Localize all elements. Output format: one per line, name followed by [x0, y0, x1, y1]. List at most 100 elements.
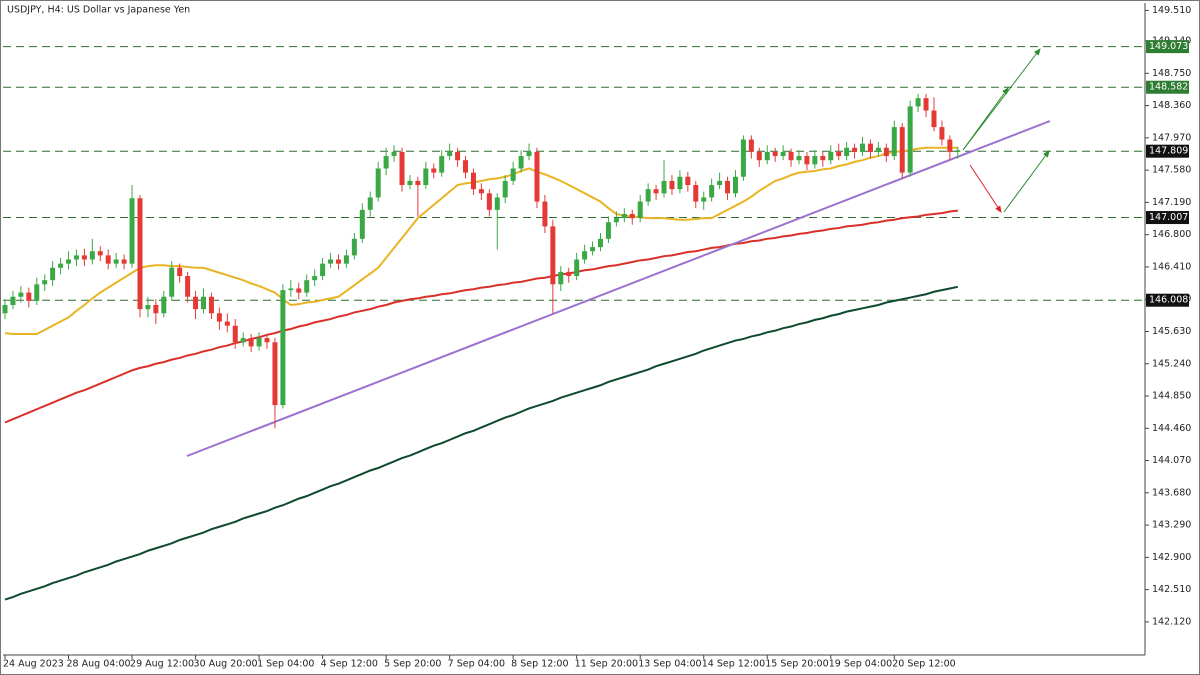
x-tick-label: 20 Sep 12:00 — [892, 659, 955, 670]
candle-body — [208, 296, 214, 314]
candle-body — [153, 305, 159, 314]
candle-body — [431, 168, 437, 173]
candle-body — [550, 226, 556, 285]
candle-body — [470, 172, 476, 190]
x-tick-label: 19 Sep 04:00 — [829, 659, 892, 670]
moving-average-line — [4, 209, 958, 424]
candle-body — [907, 106, 913, 173]
candle-body — [772, 151, 778, 157]
candle-body — [732, 176, 738, 194]
candle-body — [367, 197, 373, 210]
candle-body — [891, 127, 897, 157]
candle-body — [248, 338, 254, 347]
y-tick-label: 149.510 — [1152, 5, 1191, 16]
candle-body — [502, 180, 508, 198]
candle-body — [304, 280, 310, 293]
y-tick-label: 148.750 — [1152, 68, 1191, 79]
level-label-box — [1146, 80, 1189, 94]
candle-body — [359, 209, 365, 239]
candle-body — [804, 156, 810, 165]
candle-body — [899, 127, 905, 173]
candle-body — [812, 156, 818, 165]
level-label-box — [1146, 144, 1189, 158]
candle-body — [875, 147, 881, 152]
candle-body — [66, 259, 72, 264]
y-tick-label: 147.190 — [1152, 197, 1191, 208]
candle-body — [955, 150, 961, 152]
level-label: 147.007 — [1149, 212, 1188, 223]
x-tick-label: 8 Sep 12:00 — [511, 659, 568, 670]
x-tick-label: 4 Sep 12:00 — [321, 659, 378, 670]
candle-body — [637, 201, 643, 219]
level-label: 147.809 — [1149, 146, 1188, 157]
candle-body — [391, 151, 397, 157]
candle-body — [463, 160, 469, 173]
moving-average-line — [4, 146, 958, 335]
level-label-box — [1146, 40, 1189, 54]
candle-body — [193, 296, 199, 310]
candle-body — [574, 259, 580, 277]
x-tick-label: 7 Sep 04:00 — [448, 659, 505, 670]
candle-body — [335, 259, 341, 264]
x-tick-label: 30 Aug 20:00 — [194, 659, 258, 670]
candle-body — [836, 151, 842, 157]
candle-body — [947, 139, 953, 152]
candle-body — [685, 176, 691, 186]
level-label-box — [1146, 211, 1189, 225]
candle-body — [375, 168, 381, 198]
x-tick-label: 14 Sep 12:00 — [702, 659, 765, 670]
candle-body — [788, 151, 794, 161]
y-tick-label: 142.120 — [1152, 616, 1191, 627]
candle-body — [185, 276, 191, 297]
candle-body — [145, 305, 151, 310]
y-tick-label: 145.240 — [1152, 358, 1191, 369]
candle-body — [447, 151, 453, 157]
candle-body — [677, 176, 683, 190]
candle-body — [931, 110, 937, 128]
candle-body — [312, 276, 318, 281]
candle-body — [518, 156, 524, 169]
scenario-arrows — [962, 48, 1050, 213]
candle-body — [669, 180, 675, 190]
candle-body — [264, 338, 270, 343]
chart-title: USDJPY, H4: US Dollar vs Japanese Yen — [7, 5, 190, 16]
level-label: 149.073 — [1149, 41, 1188, 52]
candle-body — [81, 255, 87, 260]
candle-body — [717, 180, 723, 186]
candle-body — [161, 296, 167, 314]
candle-body — [137, 198, 143, 310]
x-tick-label: 1 Sep 04:00 — [257, 659, 314, 670]
candle-body — [629, 213, 635, 219]
candle-body — [486, 193, 492, 210]
candle-body — [177, 267, 183, 277]
x-tick-label: 29 Aug 12:00 — [130, 659, 194, 670]
candle-body — [216, 313, 222, 322]
candle-body — [288, 288, 294, 291]
arrow-down — [969, 164, 1002, 213]
candle-body — [748, 139, 754, 152]
trend-line — [186, 120, 1051, 457]
candle-body — [613, 218, 619, 223]
candle-body — [852, 147, 858, 152]
candle-body — [26, 292, 32, 301]
candle-body — [224, 321, 230, 326]
candle-body — [423, 168, 429, 186]
candle-body — [764, 151, 770, 161]
candle-body — [534, 151, 540, 202]
x-tick-label: 13 Sep 04:00 — [638, 659, 701, 670]
candle-body — [415, 180, 421, 186]
candle-body — [542, 201, 548, 227]
candle-body — [828, 151, 834, 161]
y-tick-label: 143.290 — [1152, 520, 1191, 531]
candle-body — [478, 189, 484, 194]
candle-body — [915, 98, 921, 107]
candle-body — [105, 255, 111, 264]
candle-body — [867, 143, 873, 152]
candle-body — [121, 259, 127, 264]
candle-body — [10, 296, 16, 306]
candle-body — [455, 151, 461, 161]
y-tick-label: 144.460 — [1152, 423, 1191, 434]
y-tick-label: 142.900 — [1152, 552, 1191, 563]
candle-body — [328, 259, 334, 264]
